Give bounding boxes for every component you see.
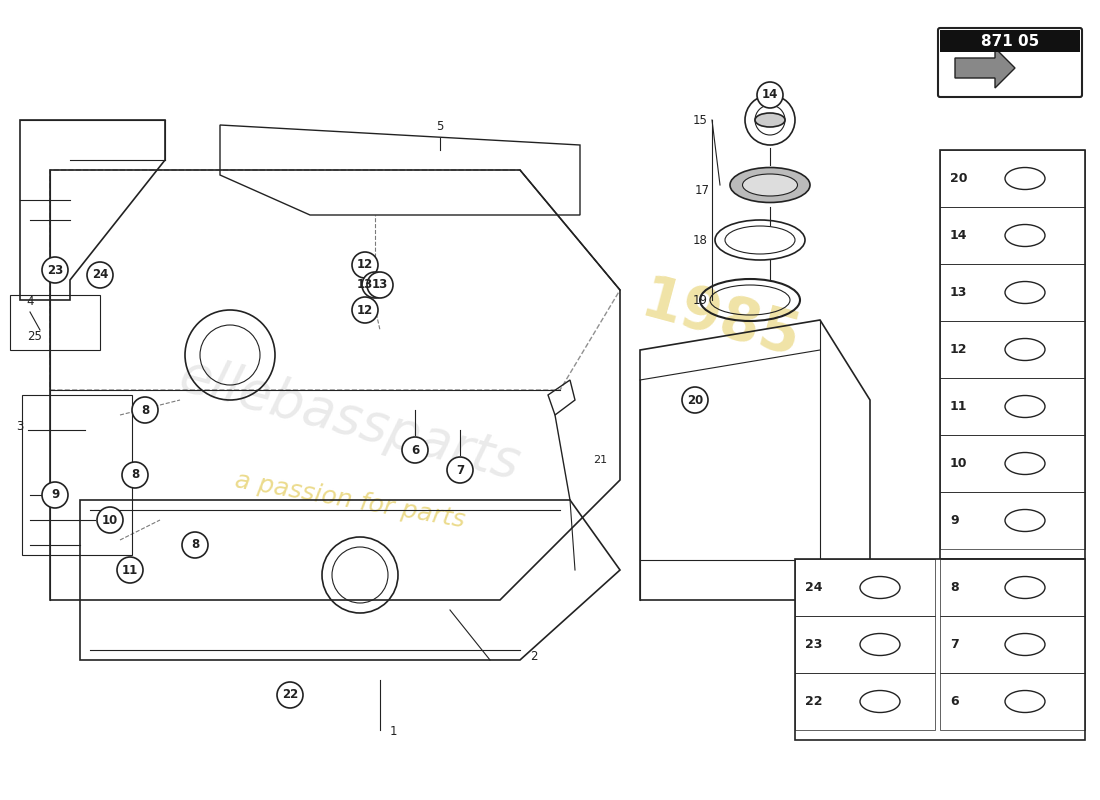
Bar (940, 207, 1085, 264)
Text: 11: 11 (950, 400, 968, 413)
Circle shape (757, 82, 783, 108)
Text: ellebassparts: ellebassparts (174, 350, 526, 490)
Text: 5: 5 (437, 120, 443, 133)
Circle shape (682, 387, 708, 413)
Polygon shape (955, 48, 1015, 88)
Text: 13: 13 (950, 286, 967, 299)
Bar (940, 616, 1085, 673)
Bar (940, 435, 1085, 492)
Circle shape (42, 482, 68, 508)
Text: 15: 15 (693, 114, 707, 126)
FancyBboxPatch shape (938, 28, 1082, 97)
Text: 8: 8 (131, 469, 139, 482)
Circle shape (277, 682, 302, 708)
Text: 7: 7 (455, 463, 464, 477)
Text: 23: 23 (47, 263, 63, 277)
Text: 20: 20 (686, 394, 703, 406)
Text: 12: 12 (950, 343, 968, 356)
Text: 11: 11 (122, 563, 139, 577)
Ellipse shape (742, 174, 797, 196)
Circle shape (122, 462, 149, 488)
Text: 2: 2 (530, 650, 538, 663)
Bar (795, 559, 1085, 740)
Text: 1985: 1985 (634, 271, 806, 369)
Text: 22: 22 (282, 689, 298, 702)
Text: 22: 22 (805, 695, 823, 708)
Circle shape (97, 507, 123, 533)
Bar (940, 321, 1085, 378)
Text: 12: 12 (356, 303, 373, 317)
Text: 13: 13 (372, 278, 388, 291)
Circle shape (42, 257, 68, 283)
Bar (22, 395, 132, 555)
Text: 10: 10 (102, 514, 118, 526)
Bar (940, 150, 1085, 207)
Bar (10, 295, 100, 350)
Text: 9: 9 (51, 489, 59, 502)
Text: 6: 6 (411, 443, 419, 457)
Text: 8: 8 (141, 403, 150, 417)
Text: 19: 19 (693, 294, 707, 306)
Text: 7: 7 (950, 638, 959, 651)
Bar (940, 30, 1080, 52)
Bar (940, 492, 1085, 549)
Text: 12: 12 (356, 258, 373, 271)
Text: 8: 8 (191, 538, 199, 551)
Text: 10: 10 (950, 457, 968, 470)
Circle shape (87, 262, 113, 288)
Circle shape (362, 272, 388, 298)
Ellipse shape (755, 113, 785, 127)
Text: 24: 24 (805, 581, 823, 594)
Text: 8: 8 (950, 581, 958, 594)
Text: 9: 9 (950, 514, 958, 527)
Circle shape (117, 557, 143, 583)
Text: 20: 20 (950, 172, 968, 185)
Bar (940, 673, 1085, 730)
Text: 23: 23 (805, 638, 823, 651)
Circle shape (402, 437, 428, 463)
Text: a passion for parts: a passion for parts (233, 468, 466, 532)
Text: 21: 21 (593, 455, 607, 465)
Circle shape (182, 532, 208, 558)
Ellipse shape (730, 167, 810, 202)
Text: 1: 1 (390, 725, 397, 738)
Text: 4: 4 (26, 295, 34, 308)
Bar (795, 616, 935, 673)
Circle shape (352, 297, 378, 323)
Text: 24: 24 (91, 269, 108, 282)
Text: 17: 17 (694, 183, 710, 197)
Bar (795, 559, 935, 616)
Bar (940, 559, 1085, 616)
Text: 14: 14 (762, 89, 778, 102)
Text: 14: 14 (950, 229, 968, 242)
Bar (795, 673, 935, 730)
Text: 25: 25 (28, 330, 43, 343)
Text: 871 05: 871 05 (981, 34, 1040, 49)
Text: 18: 18 (693, 234, 707, 246)
Text: 6: 6 (950, 695, 958, 708)
Circle shape (367, 272, 393, 298)
Bar (940, 378, 1085, 435)
Bar (940, 264, 1085, 321)
Text: 13: 13 (356, 278, 373, 291)
Circle shape (352, 252, 378, 278)
Bar (940, 150, 1085, 559)
Circle shape (447, 457, 473, 483)
Text: 3: 3 (16, 420, 24, 433)
Circle shape (132, 397, 158, 423)
